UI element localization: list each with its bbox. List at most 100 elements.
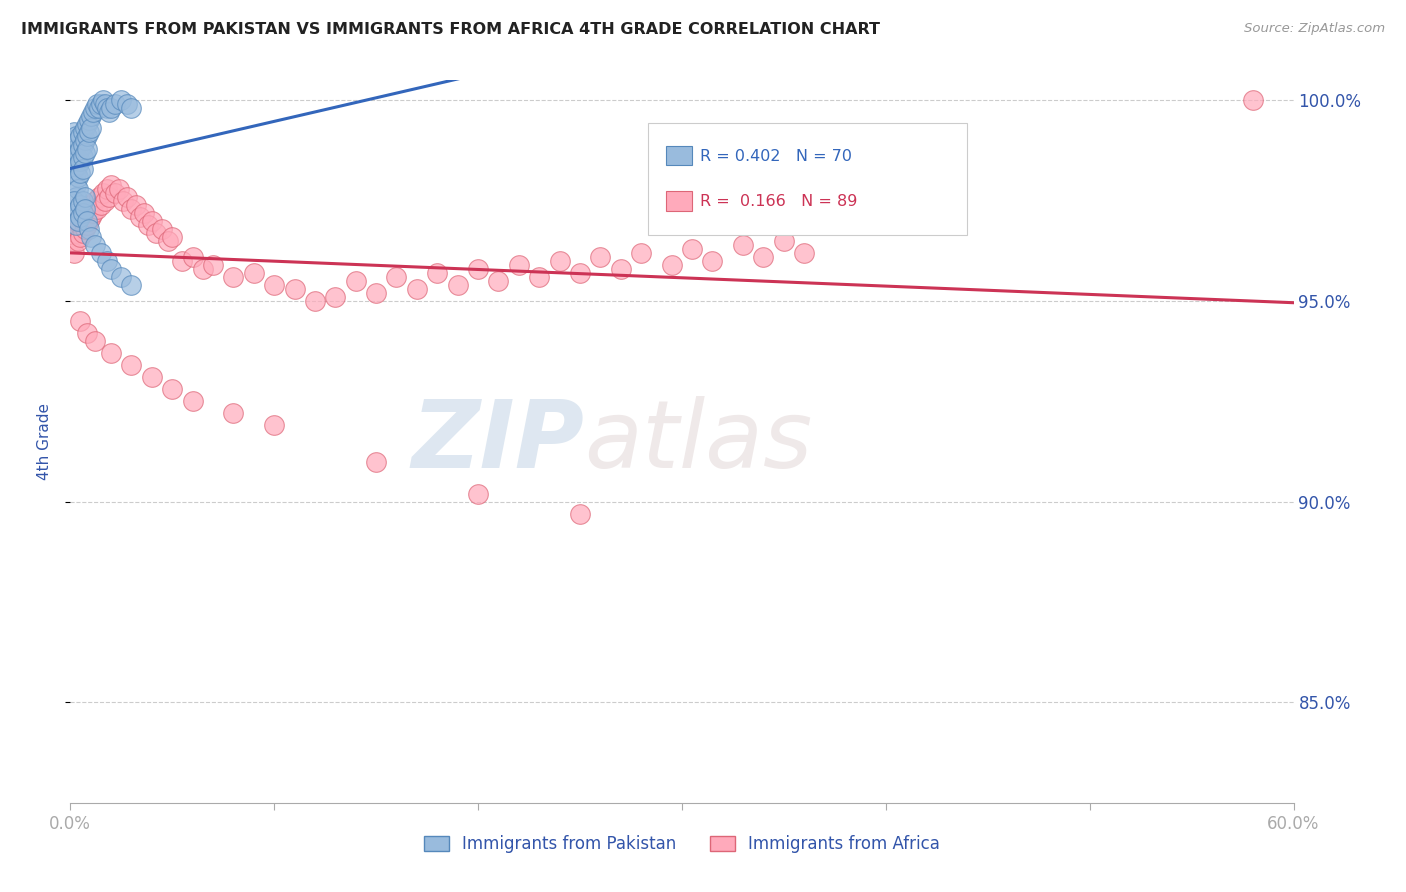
Point	[222, 270, 245, 285]
Point	[191, 262, 214, 277]
Point	[77, 113, 100, 128]
Point	[548, 254, 571, 268]
Point	[69, 129, 91, 144]
Point	[73, 222, 96, 236]
Point	[304, 294, 326, 309]
Point	[73, 202, 96, 216]
Point	[76, 117, 98, 131]
Point	[121, 202, 143, 216]
Point	[77, 125, 100, 139]
Point	[121, 101, 143, 115]
Point	[73, 210, 96, 224]
Point	[63, 125, 86, 139]
Point	[60, 142, 83, 156]
Point	[79, 230, 103, 244]
Point	[67, 181, 90, 195]
Point	[467, 487, 489, 501]
Point	[104, 97, 127, 112]
Point	[73, 133, 96, 147]
Text: atlas: atlas	[583, 396, 813, 487]
Point	[181, 250, 204, 264]
Point	[529, 270, 551, 285]
Point	[568, 266, 592, 280]
Point	[65, 213, 87, 227]
Point	[121, 358, 143, 372]
Point	[76, 129, 98, 144]
Point	[773, 234, 796, 248]
Point	[104, 186, 127, 200]
Point	[793, 246, 815, 260]
Point	[83, 194, 105, 208]
Point	[610, 262, 633, 277]
Point	[65, 178, 87, 192]
Point	[94, 97, 117, 112]
Point	[110, 270, 132, 285]
Point	[79, 121, 103, 136]
Point	[73, 145, 96, 160]
Point	[162, 230, 183, 244]
Point	[72, 194, 94, 208]
Point	[63, 149, 86, 163]
Point	[90, 246, 112, 260]
Point	[702, 254, 724, 268]
Point	[73, 190, 96, 204]
Point	[91, 93, 114, 107]
Point	[110, 93, 132, 107]
Point	[752, 250, 775, 264]
Point	[284, 282, 307, 296]
Point	[508, 258, 530, 272]
Point	[69, 314, 91, 328]
Point	[79, 109, 103, 123]
Point	[63, 161, 86, 176]
Point	[67, 169, 90, 184]
Point	[86, 202, 108, 216]
Point	[63, 137, 86, 152]
Point	[65, 190, 87, 204]
Y-axis label: 4th Grade: 4th Grade	[37, 403, 52, 480]
Point	[222, 407, 245, 421]
Point	[96, 181, 118, 195]
Point	[65, 206, 87, 220]
Point	[94, 194, 117, 208]
Point	[91, 186, 114, 200]
Point	[69, 142, 91, 156]
Point	[100, 178, 122, 192]
Point	[72, 206, 94, 220]
Point	[132, 206, 155, 220]
Point	[67, 222, 90, 236]
Point	[76, 206, 98, 220]
Point	[67, 234, 90, 248]
Point	[157, 234, 180, 248]
Point	[72, 149, 94, 163]
Point	[76, 213, 98, 227]
Point	[77, 213, 100, 227]
Point	[72, 161, 94, 176]
Point	[65, 165, 87, 179]
Point	[79, 197, 103, 211]
Point	[366, 455, 388, 469]
Text: R = 0.402   N = 70: R = 0.402 N = 70	[700, 149, 852, 164]
Point	[263, 278, 285, 293]
Point	[87, 101, 110, 115]
Point	[96, 101, 118, 115]
Point	[426, 266, 449, 280]
Point	[323, 290, 347, 304]
Point	[385, 270, 408, 285]
Point	[589, 250, 612, 264]
Point	[65, 226, 87, 240]
Point	[72, 125, 94, 139]
Point	[60, 153, 83, 168]
Point	[87, 190, 110, 204]
Point	[202, 258, 225, 272]
Point	[73, 121, 96, 136]
Point	[76, 142, 98, 156]
Point	[630, 246, 652, 260]
Point	[63, 194, 86, 208]
Point	[86, 97, 108, 112]
Point	[136, 218, 159, 232]
Point	[141, 213, 163, 227]
Point	[488, 274, 510, 288]
Point	[121, 278, 143, 293]
Point	[124, 197, 146, 211]
Point	[90, 97, 112, 112]
